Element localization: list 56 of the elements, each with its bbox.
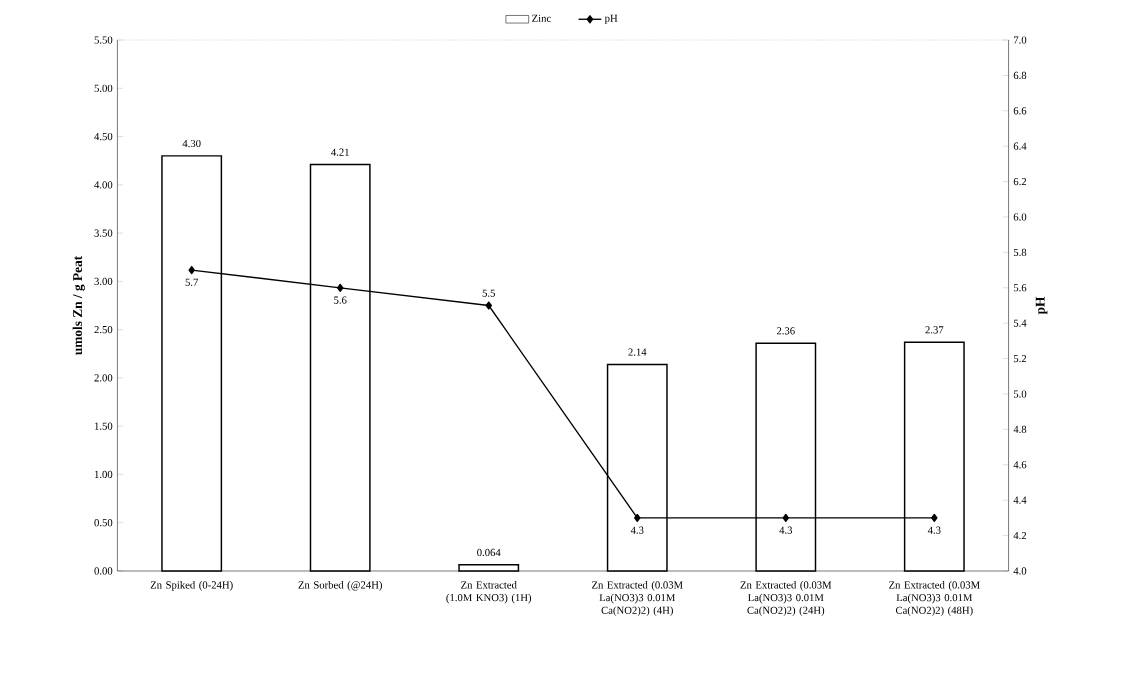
data-label: 2.14 [628, 348, 647, 356]
y-tick-label: 2.50 [94, 325, 113, 334]
x-tick-label: Zn Extracted (0.03M La(NO3)3 0.01M Ca(NO2)2) (24H) [740, 580, 832, 616]
y2-tick-label: 6.0 [1013, 213, 1027, 221]
y2-tick-label: 5.0 [1013, 390, 1027, 398]
legend-label: Zinc [532, 14, 551, 22]
y-tick-label: 3.00 [94, 277, 113, 285]
data-label: 0.064 [477, 548, 501, 556]
point [336, 283, 344, 292]
data-label: 4.30 [182, 139, 201, 147]
point [188, 265, 195, 275]
y2-tick-label: 5.8 [1013, 248, 1027, 256]
x-tick-label: Zn Spiked (0-24H) [150, 580, 233, 591]
data-label: 5.7 [185, 278, 199, 286]
data-label: 2.36 [776, 327, 795, 335]
y2-tick-label: 6.2 [1013, 177, 1027, 186]
x-tick-label: Zn Extracted (0.03M La(NO3)3 0.01M Ca(NO2)2) (4H) [591, 580, 683, 616]
data-label: 5.5 [482, 289, 495, 297]
y2-tick-label: 4.4 [1013, 496, 1027, 504]
point [485, 301, 493, 310]
y2-tick-label: 5.2 [1013, 354, 1027, 363]
y-tick-label: 3.50 [94, 229, 113, 237]
y-tick-label: 0.50 [94, 518, 113, 527]
data-label: 4.21 [331, 148, 349, 156]
x-tick-label: Zn Extracted (0.03M La(NO3)3 0.01M Ca(NO2)2) (48H) [889, 580, 980, 616]
y2-tick-label: 6.4 [1013, 142, 1027, 150]
y2-tick-label: 7.0 [1014, 36, 1027, 44]
y2-tick-label: 4.0 [1013, 567, 1027, 575]
y-tick-label: 1.00 [94, 470, 113, 478]
y2-tick-label: 5.6 [1013, 284, 1027, 292]
y2-tick-label: 4.6 [1013, 460, 1027, 469]
legend-label: pH [604, 14, 618, 24]
y-tick-label: 2.00 [94, 374, 113, 382]
data-label: 5.6 [334, 296, 347, 304]
data-label: 4.3 [779, 526, 793, 534]
y-tick-label: 5.50 [94, 36, 113, 44]
y2-axis-title: pH [1035, 296, 1048, 315]
x-tick-label: Zn Extracted (1.0M KNO3) (1H) [446, 580, 532, 604]
y-tick-label: 4.50 [94, 132, 113, 140]
y-axis-title: umols Zn / g Peat [72, 255, 85, 355]
y2-tick-label: 4.8 [1013, 425, 1027, 433]
y-tick-label: 5.00 [94, 84, 113, 92]
x-tick-label: Zn Sorbed (@24H) [298, 580, 382, 591]
point [633, 513, 641, 522]
point [782, 513, 790, 522]
y2-tick-label: 6.6 [1013, 107, 1027, 115]
y2-tick-label: 5.4 [1013, 319, 1027, 327]
y-tick-label: 1.50 [94, 422, 113, 430]
data-label: 2.37 [925, 326, 944, 334]
point [931, 513, 938, 522]
y-tick-label: 4.00 [94, 181, 113, 189]
data-label: 4.3 [630, 526, 644, 534]
y-tick-label: 0.00 [94, 567, 113, 575]
y2-tick-label: 4.2 [1013, 531, 1027, 540]
data-label: 4.3 [927, 526, 941, 534]
y2-tick-label: 6.8 [1013, 71, 1027, 79]
